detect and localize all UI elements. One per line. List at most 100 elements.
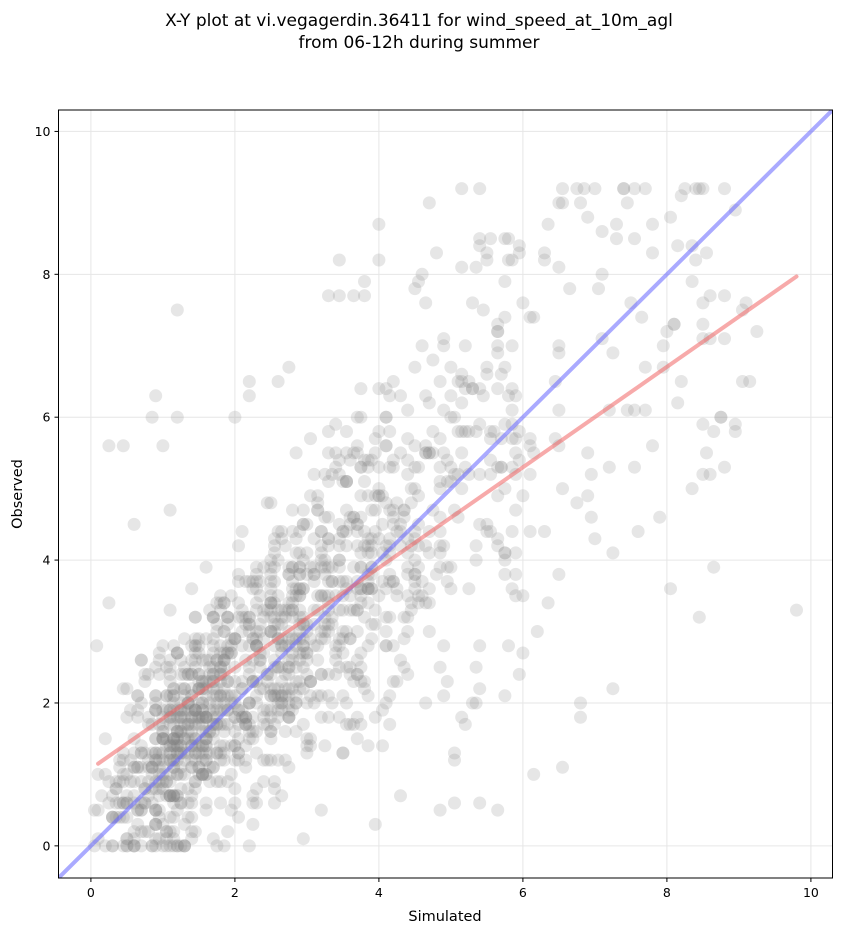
scatter-point [311,503,325,517]
scatter-point [289,696,303,710]
scatter-point [217,746,231,760]
scatter-point [192,639,206,653]
scatter-point [160,789,173,803]
scatter-point [401,667,415,681]
scatter-point [221,617,235,631]
scatter-point [163,810,177,824]
scatter-point [606,546,620,560]
scatter-point [142,753,155,767]
scatter-point [289,660,303,674]
scatter-point [502,389,515,403]
scatter-point [505,525,519,538]
scatter-point [412,589,425,603]
scatter-point [638,403,652,417]
scatter-point [610,217,623,231]
scatter-point [174,782,188,796]
scatter-point [264,567,278,581]
scatter-point [509,567,523,581]
scatter-point [131,760,145,774]
scatter-point [217,725,231,738]
scatter-point [170,410,184,424]
scatter-point [95,789,109,803]
scatter-point [260,603,274,617]
scatter-point [361,596,375,610]
scatter-point [296,646,310,660]
scatter-point [120,767,134,781]
scatter-point [170,732,184,746]
scatter-point [354,589,368,603]
scatter-point [494,460,508,474]
scatter-point [336,689,350,703]
scatter-point [300,667,314,681]
scatter-point [188,660,202,674]
scatter-point [206,667,220,681]
scatter-point [343,717,357,731]
scatter-point [264,710,278,724]
scatter-point [149,703,163,717]
scatter-point [268,596,281,610]
scatter-point [250,567,263,581]
scatter-point [368,617,382,631]
scatter-point [246,796,260,810]
scatter-point [167,717,181,731]
scatter-point [145,410,159,424]
scatter-point [426,446,440,460]
scatter-point [304,675,317,688]
scatter-point [412,275,425,288]
scatter-point [170,739,184,753]
scatter-point [250,575,263,588]
scatter-point [192,696,206,710]
scatter-point [588,532,602,546]
scatter-point [307,575,321,588]
scatter-point [300,732,314,746]
scatter-point [595,267,609,281]
scatter-point [595,225,609,238]
scatter-point [674,189,688,203]
scatter-point [646,246,659,260]
scatter-point [322,289,335,303]
scatter-point [631,525,645,538]
scatter-point [239,710,253,724]
scatter-point [178,717,191,731]
scatter-point [293,682,307,696]
scatter-point [469,660,483,674]
scatter-point [498,546,512,560]
scatter-point [318,610,332,624]
scatter-point [736,375,749,388]
scatter-point [221,610,235,624]
scatter-point [138,746,152,760]
scatter-point [372,382,386,396]
scatter-point [174,667,188,681]
scatter-point [476,303,490,317]
scatter-point [228,710,242,724]
scatter-point [149,696,163,710]
scatter-point [498,482,512,496]
scatter-point [422,582,436,596]
scatter-point [188,732,202,746]
scatter-point [174,739,188,753]
scatter-point [156,732,170,746]
scatter-point [332,553,346,567]
scatter-point [523,432,537,446]
scatter-point [275,675,289,688]
scatter-point [383,717,397,731]
scatter-point [289,689,303,703]
scatter-point [149,839,163,853]
scatter-point [376,489,389,503]
scatter-point [437,403,451,417]
scatter-point [163,667,177,681]
scatter-point [386,453,400,467]
y-tick-label: 6 [43,410,51,425]
scatter-point [354,560,368,574]
scatter-point [296,639,310,653]
scatter-point [368,817,382,831]
scatter-point [242,732,256,746]
scatter-point [268,775,281,789]
scatter-point [404,496,418,510]
scatter-point [196,675,209,688]
scatter-point [286,610,299,624]
scatter-point [174,717,188,731]
scatter-point [408,439,422,453]
scatter-point [638,182,652,196]
scatter-point [134,839,148,853]
